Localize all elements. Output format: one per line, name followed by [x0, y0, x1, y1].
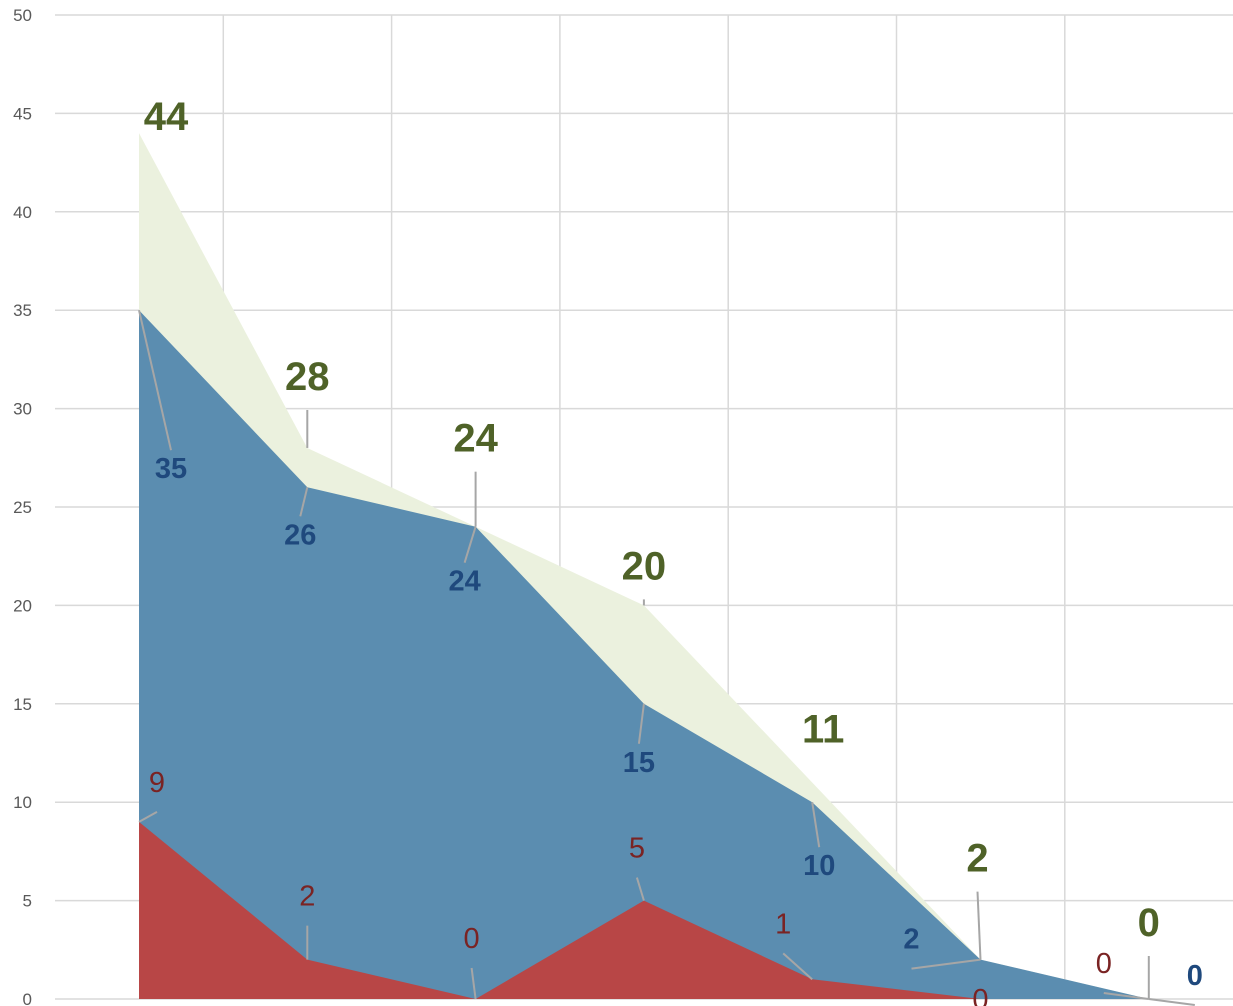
series-1-data-label: 44: [144, 95, 189, 139]
series-2-area: [139, 310, 1149, 999]
series-1-data-label: 20: [622, 544, 667, 588]
series-3-data-label: 9: [149, 767, 165, 799]
series-3-data-label: 0: [972, 984, 988, 1006]
series-2-data-label: 10: [803, 850, 835, 882]
y-tick-label: 50: [13, 6, 32, 25]
series-2-data-label: 0: [1187, 960, 1203, 992]
leader-line: [470, 967, 477, 1000]
series-3-data-label: 0: [464, 923, 480, 955]
series-3-data-label: 5: [629, 833, 645, 865]
leader-line: [1148, 998, 1195, 1006]
series-1-data-label: 11: [802, 708, 844, 752]
series-3-data-label: 0: [1096, 948, 1112, 980]
series-1-data-label: 0: [1138, 901, 1160, 945]
leader-line: [976, 891, 982, 960]
series-3-data-label: 2: [299, 881, 315, 913]
y-tick-label: 30: [13, 400, 32, 419]
series-areas: [139, 133, 1149, 1000]
series-1-data-label: 28: [285, 355, 330, 399]
y-tick-label: 25: [13, 498, 32, 517]
series-2-data-label: 24: [448, 566, 480, 598]
y-tick-label: 40: [13, 203, 32, 222]
y-tick-label: 10: [13, 793, 32, 812]
series-2-data-label: 26: [284, 519, 316, 551]
leader-line: [138, 309, 172, 451]
y-tick-label: 45: [13, 104, 32, 123]
y-tick-label: 20: [13, 596, 32, 615]
y-tick-label: 35: [13, 301, 32, 320]
y-axis-tick-labels: 0 5 10 15 20 25 30 35 40 45 50: [13, 6, 32, 1006]
leader-line: [635, 877, 645, 901]
leader-line: [463, 526, 477, 563]
leader-line: [811, 802, 821, 848]
leader-line: [911, 958, 981, 970]
y-tick-label: 5: [23, 892, 32, 911]
series-2-data-label: 35: [155, 453, 187, 485]
leader-line: [1103, 992, 1149, 1000]
series-2-data-label: 15: [623, 747, 655, 779]
leader-line: [782, 952, 813, 981]
y-tick-label: 0: [23, 990, 32, 1006]
series-3-data-label: 1: [775, 908, 791, 940]
series-2-data-label: 2: [903, 924, 919, 956]
series-3-area: [139, 821, 1149, 999]
y-tick-label: 15: [13, 695, 32, 714]
leader-line: [299, 487, 309, 517]
series-1-data-label: 2: [966, 837, 988, 881]
leader-line: [637, 703, 645, 744]
series-1-data-label: 24: [453, 417, 498, 461]
leader-line: [138, 811, 158, 823]
